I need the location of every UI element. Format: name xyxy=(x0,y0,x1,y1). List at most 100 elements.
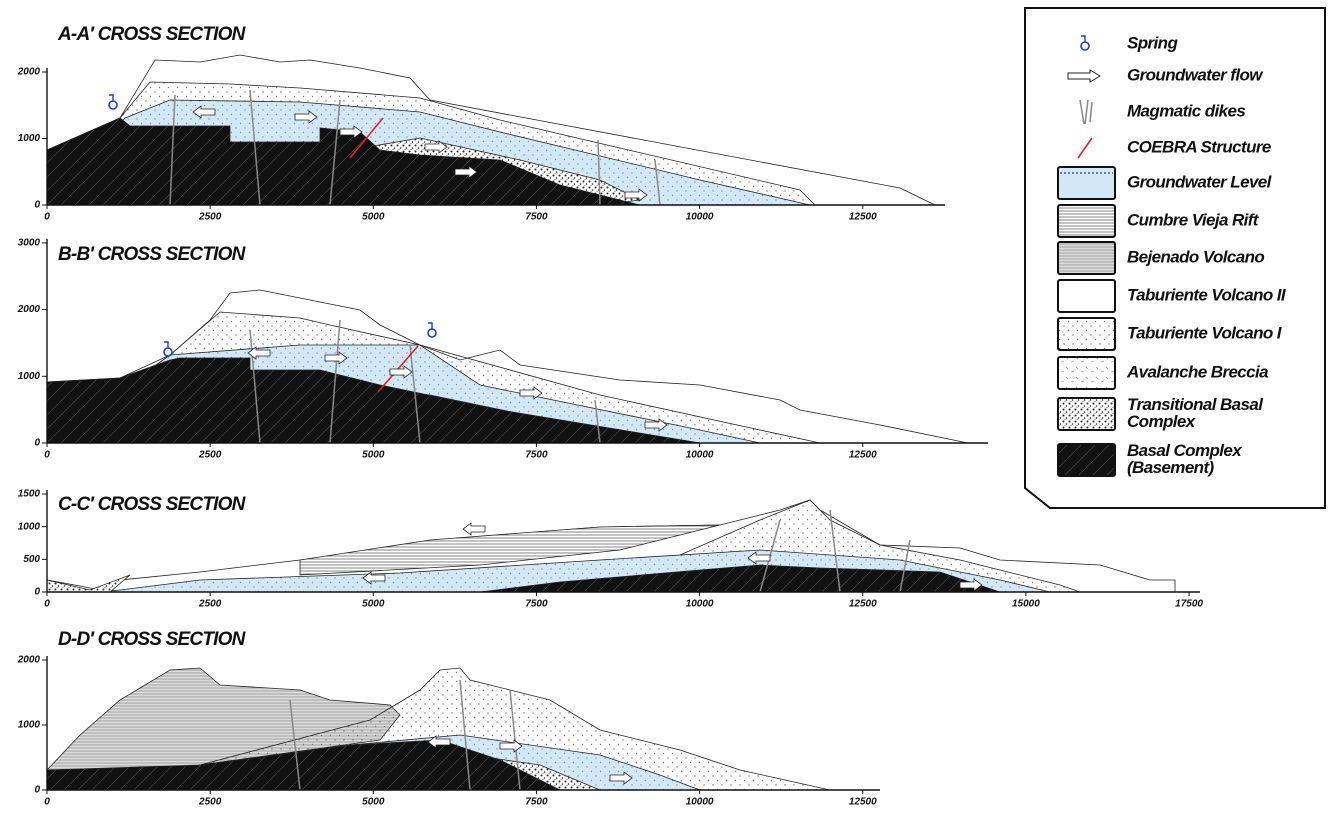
groundwater-flow-arrow xyxy=(959,578,983,592)
x-tick-label: 17500 xyxy=(1175,599,1203,610)
magmatic-dike xyxy=(249,329,261,444)
magmatic-dike xyxy=(509,689,521,791)
spring xyxy=(108,100,118,110)
spring xyxy=(427,328,437,338)
x-tick-label: 12500 xyxy=(849,450,877,461)
x-tick-label: 0 xyxy=(44,797,50,808)
x-tick-label: 0 xyxy=(44,450,50,461)
legend-swatch xyxy=(1057,397,1116,431)
magmatic-dike xyxy=(459,679,471,791)
x-tick-label: 7500 xyxy=(525,212,548,223)
y-tick-label: 0 xyxy=(34,785,40,796)
x-tick-label: 2500 xyxy=(198,599,222,610)
x-tick-label: 7500 xyxy=(525,797,548,808)
legend-label: Taburiente Volcano I xyxy=(1127,323,1283,342)
groundwater-flow-arrow xyxy=(362,571,386,585)
y-tick-label: 1500 xyxy=(18,489,41,500)
panel-title: D-D′ CROSS SECTION xyxy=(58,629,247,650)
legend-label: COEBRA Structure xyxy=(1127,137,1271,156)
groundwater-flow-arrow xyxy=(609,771,633,785)
legend-swatch xyxy=(1057,241,1116,275)
legend-label: Complex xyxy=(1127,412,1197,431)
legend-swatch xyxy=(1057,356,1116,390)
x-tick-label: 10000 xyxy=(686,212,714,223)
groundwater-flow-arrow xyxy=(454,165,478,179)
magmatic-dike xyxy=(169,94,176,206)
x-tick-label: 5000 xyxy=(362,797,385,808)
legend-swatch xyxy=(1057,317,1116,351)
magmatic-dike xyxy=(249,89,261,206)
groundwater-flow-arrow xyxy=(427,735,451,749)
x-tick-label: 5000 xyxy=(362,599,385,610)
legend-label: Spring xyxy=(1127,33,1178,52)
groundwater-flow-arrow xyxy=(389,365,413,379)
legend-swatch xyxy=(1057,443,1116,477)
magmatic-dike xyxy=(597,139,601,206)
legend-label: Taburiente Volcano II xyxy=(1127,285,1287,304)
magmatic-dike xyxy=(829,509,841,593)
x-tick-label: 2500 xyxy=(198,450,222,461)
x-tick-label: 10000 xyxy=(686,599,714,610)
x-tick-label: 12500 xyxy=(849,212,877,223)
groundwater-flow-arrow xyxy=(324,351,348,365)
basement xyxy=(46,357,701,444)
legend-coebra xyxy=(1077,137,1093,159)
y-tick-label: 1000 xyxy=(18,521,41,532)
magmatic-dike xyxy=(409,344,421,444)
groundwater-flow-arrow xyxy=(644,418,668,432)
groundwater-flow-arrow xyxy=(462,522,486,536)
legend-label: (Basement) xyxy=(1127,458,1215,477)
panel-title: A-A′ CROSS SECTION xyxy=(57,24,247,45)
x-tick-label: 2500 xyxy=(198,212,222,223)
magmatic-dike xyxy=(594,399,601,444)
panel-title: C-C′ CROSS SECTION xyxy=(58,494,247,515)
groundwater-flow-arrow xyxy=(624,188,648,202)
magmatic-dike xyxy=(329,319,341,444)
magmatic-dike xyxy=(329,99,341,206)
y-tick-label: 2000 xyxy=(17,67,41,78)
legend-swatch xyxy=(1057,204,1116,238)
legend-label: Cumbre Vieja Rift xyxy=(1127,210,1260,229)
groundwater-flow-arrow xyxy=(247,346,271,360)
basement xyxy=(46,739,561,791)
cumbre-vieja xyxy=(299,524,721,576)
basement xyxy=(46,117,641,206)
spring xyxy=(109,94,114,101)
legend-spring xyxy=(1081,35,1086,42)
x-tick-label: 12500 xyxy=(849,797,877,808)
groundwater-flow-arrow xyxy=(747,551,771,565)
groundwater-flow-arrow xyxy=(499,739,523,753)
y-tick-label: 1000 xyxy=(18,133,41,144)
legend-swatch xyxy=(1057,279,1116,313)
legend: Spring Groundwater flow Magmatic dikes COEB… xyxy=(1024,7,1326,509)
spring xyxy=(428,322,433,329)
groundwater-flow-arrow xyxy=(424,140,448,154)
groundwater-flow-arrow xyxy=(519,386,543,400)
spring xyxy=(164,341,169,348)
x-tick-label: 5000 xyxy=(362,212,385,223)
x-tick-label: 10000 xyxy=(686,450,714,461)
x-tick-label: 15000 xyxy=(1012,599,1040,610)
legend-dikes xyxy=(1079,99,1093,125)
y-tick-label: 0 xyxy=(34,200,40,211)
legend-label: Bejenado Volcano xyxy=(1127,247,1264,266)
cross-sections xyxy=(45,54,1176,791)
y-tick-label: 1000 xyxy=(18,720,41,731)
x-tick-label: 7500 xyxy=(525,599,548,610)
x-tick-label: 7500 xyxy=(525,450,548,461)
magmatic-dike xyxy=(289,699,301,791)
y-tick-label: 2000 xyxy=(17,304,41,315)
y-tick-label: 2000 xyxy=(17,655,41,666)
legend-label: Groundwater Level xyxy=(1127,172,1273,191)
basement xyxy=(479,564,1001,593)
x-tick-label: 0 xyxy=(44,599,50,610)
y-tick-label: 500 xyxy=(23,554,40,565)
legend-label: Magmatic dikes xyxy=(1127,101,1245,120)
x-tick-label: 5000 xyxy=(362,450,385,461)
legend-swatch xyxy=(1057,166,1116,200)
x-tick-label: 12500 xyxy=(849,599,877,610)
magmatic-dike xyxy=(899,539,911,593)
y-tick-label: 1000 xyxy=(18,371,41,382)
groundwater-flow-arrow xyxy=(192,105,216,119)
